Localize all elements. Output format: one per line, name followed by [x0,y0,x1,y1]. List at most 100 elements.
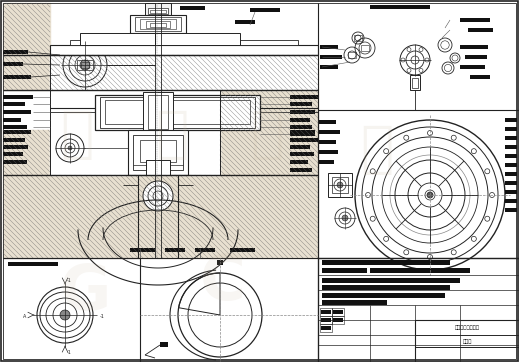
Text: C: C [200,253,246,313]
Bar [135,17,181,31]
Bar [333,318,343,322]
Bar [465,55,487,59]
Bar [470,75,490,79]
Bar [155,33,240,45]
Text: -1: -1 [67,350,72,355]
Bar [318,160,334,164]
Bar [415,335,519,347]
Bar [321,326,331,330]
Bar [146,160,170,175]
Bar [320,55,342,59]
Text: -1: -1 [100,313,105,319]
Bar [460,65,485,68]
Bar [217,260,223,265]
Bar [290,110,315,114]
Text: 龙: 龙 [155,108,188,162]
Bar [333,310,343,314]
Bar [143,92,173,132]
Bar [3,125,27,129]
Bar [460,45,488,49]
Bar [320,316,332,324]
Text: 筑: 筑 [360,123,393,177]
Polygon shape [220,90,318,175]
Bar [321,310,331,314]
Bar [290,145,310,148]
Polygon shape [3,130,50,175]
Bar [128,130,188,175]
Bar [160,342,168,347]
Bar [95,95,260,130]
Polygon shape [3,55,318,90]
Text: G: G [60,263,112,323]
Polygon shape [3,175,318,258]
Bar [318,140,336,143]
Bar [505,145,517,148]
Bar [150,23,166,27]
Bar [318,258,519,362]
Bar [290,160,308,164]
Bar [8,262,58,266]
Bar [150,10,166,13]
Bar [468,28,493,31]
Bar [412,78,418,88]
Text: 水轮发电机组安装: 水轮发电机组安装 [455,325,480,331]
Bar [230,248,255,252]
Bar [322,268,367,273]
Bar [290,168,312,172]
Bar [415,347,519,362]
Bar [3,110,31,114]
Bar [3,50,28,54]
Bar [370,5,430,9]
Bar [318,150,338,153]
Bar [320,65,338,68]
Bar [322,285,392,290]
Circle shape [427,192,433,198]
Bar [322,300,387,305]
Bar [290,132,315,135]
Bar [100,97,255,128]
Bar [290,118,310,122]
Bar [3,145,28,148]
Bar [348,52,356,58]
Bar [318,120,336,123]
Bar [235,20,255,24]
Bar [460,18,490,21]
Bar [505,172,517,176]
Bar [165,248,185,252]
Bar [328,173,352,197]
Bar [415,320,519,362]
Circle shape [143,181,173,211]
Bar [361,45,369,51]
Circle shape [68,146,72,150]
Bar [180,6,205,10]
Bar [290,125,312,129]
Bar [3,62,23,66]
Bar [505,118,517,122]
Bar [146,21,170,28]
Bar [505,190,517,194]
Bar [195,248,215,252]
Bar [3,160,27,164]
Bar [332,316,344,324]
Bar [3,138,25,142]
Bar [290,95,318,98]
Bar [370,285,450,290]
Bar [50,45,318,55]
Bar [250,8,280,12]
Bar [321,318,331,322]
Text: A: A [23,313,26,319]
Bar [133,135,183,170]
Bar [332,177,348,193]
Bar [81,62,89,68]
Bar [70,40,298,45]
Bar [318,110,519,258]
Polygon shape [50,90,220,175]
Bar [322,278,382,283]
Circle shape [337,182,343,188]
Bar [3,102,25,105]
Bar [3,152,23,156]
Bar [148,8,168,14]
Bar [3,75,31,79]
Bar [290,102,312,105]
Bar [80,33,160,45]
